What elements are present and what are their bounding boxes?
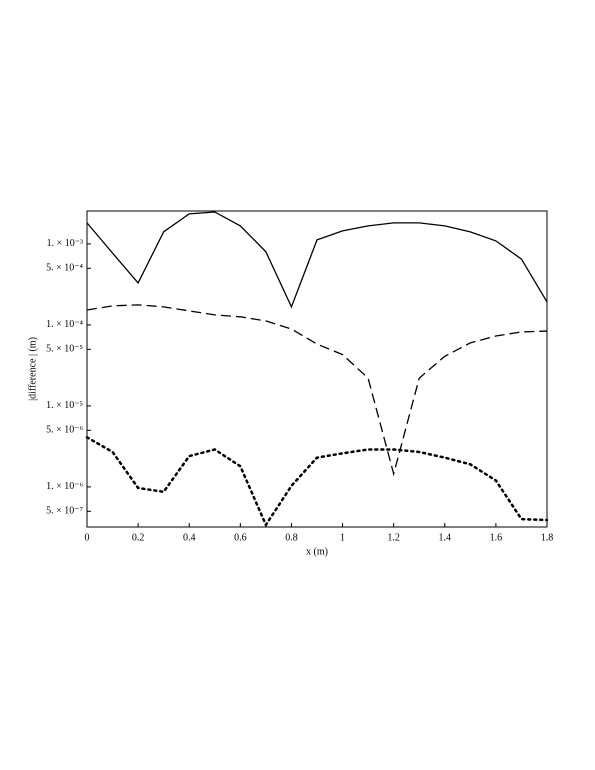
y-tick-label: 1. × 10⁻⁴ (46, 319, 83, 330)
y-tick-label: 5. × 10⁻⁶ (46, 425, 83, 436)
x-tick-label: 1.8 (541, 532, 554, 543)
y-tick-label: 5. × 10⁻⁴ (46, 263, 83, 274)
plot-frame (86, 210, 548, 528)
y-tick-label: 5. × 10⁻⁷ (46, 506, 83, 517)
data-line (85, 436, 549, 528)
y-tick-label: 1. × 10⁻⁶ (46, 481, 83, 492)
x-tick-label: 0.6 (234, 532, 247, 543)
y-tick-label: 1. × 10⁻⁵ (46, 400, 83, 411)
x-tick-label: 0.8 (285, 532, 298, 543)
x-tick-label: 1.6 (490, 532, 503, 543)
x-tick-label: 0.4 (183, 532, 196, 543)
x-tick-label: 0 (85, 532, 90, 543)
x-tick-label: 1.2 (387, 532, 400, 543)
x-tick-label: 1 (340, 532, 345, 543)
x-axis-label: x (m) (306, 546, 328, 557)
y-tick-label: 1. × 10⁻³ (47, 238, 83, 249)
y-axis-label: |difference | (m) (27, 337, 38, 401)
x-tick-label: 1.4 (439, 532, 452, 543)
data-line (86, 304, 548, 477)
data-line (86, 211, 548, 309)
y-tick-label: 5. × 10⁻⁵ (46, 344, 83, 355)
x-tick-label: 0.2 (132, 532, 145, 543)
